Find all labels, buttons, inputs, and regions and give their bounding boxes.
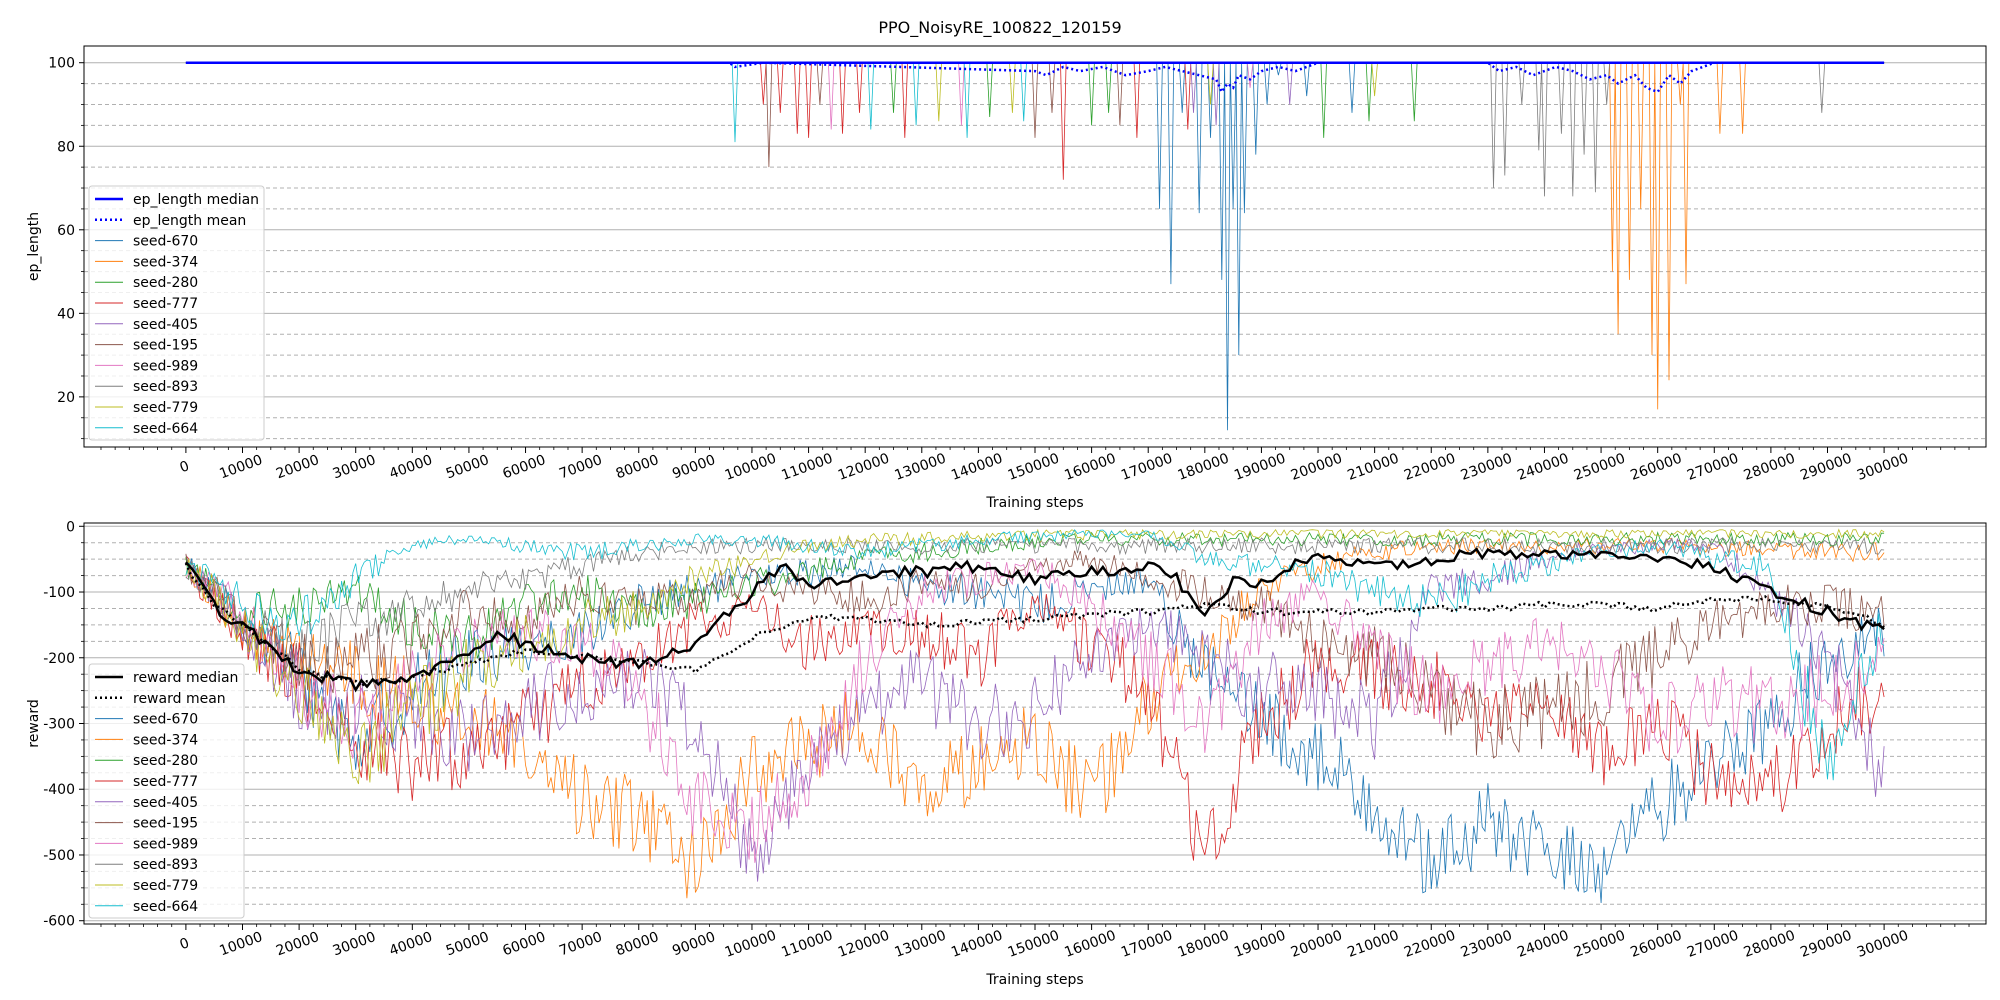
mean-line bbox=[185, 61, 1885, 95]
series-line-seed-893 bbox=[185, 62, 1885, 197]
legend-label: seed-280 bbox=[133, 753, 198, 769]
legend-label: ep_length mean bbox=[133, 213, 246, 229]
legend-label: reward median bbox=[133, 670, 238, 686]
axes-frame bbox=[83, 522, 1987, 925]
y-tick-label: -400 bbox=[43, 782, 75, 798]
legend: reward median reward mean seed-670 seed-374… bbox=[88, 663, 245, 919]
series-line-seed-664 bbox=[185, 529, 1885, 781]
series-line-seed-405 bbox=[185, 62, 1885, 126]
y-tick-label: 20 bbox=[57, 390, 75, 406]
legend-label: seed-670 bbox=[133, 712, 198, 728]
y-tick-label: 40 bbox=[57, 306, 75, 322]
legend-label: seed-195 bbox=[133, 338, 198, 354]
series-line-seed-893 bbox=[185, 536, 1885, 681]
median-line bbox=[184, 547, 1885, 693]
legend-label: seed-664 bbox=[133, 899, 198, 915]
y-tick-label: -100 bbox=[43, 585, 75, 601]
series-line-seed-670 bbox=[185, 554, 1885, 904]
legend-label: seed-664 bbox=[133, 421, 198, 437]
series-line-seed-989 bbox=[185, 558, 1885, 863]
legend-label: seed-779 bbox=[133, 400, 198, 416]
plot-area bbox=[184, 528, 1885, 904]
y-tick-label: 100 bbox=[48, 56, 75, 72]
legend-label: seed-374 bbox=[133, 254, 198, 270]
legend-box bbox=[88, 185, 265, 441]
series-line-seed-779 bbox=[185, 528, 1885, 785]
y-axis-label: ep_length bbox=[26, 212, 42, 281]
legend-label: seed-195 bbox=[133, 816, 198, 832]
legend-label: seed-893 bbox=[133, 379, 198, 395]
mean-line bbox=[184, 562, 1885, 689]
plot-area bbox=[185, 61, 1885, 431]
series-line-seed-405 bbox=[185, 537, 1885, 882]
legend-label: seed-670 bbox=[133, 234, 198, 250]
series-line-seed-280 bbox=[185, 531, 1885, 663]
y-tick-label: 60 bbox=[57, 223, 75, 239]
figure-title: PPO_NoisyRE_100822_120159 bbox=[878, 18, 1121, 38]
legend: ep_length median ep_length mean seed-670 se… bbox=[88, 185, 265, 441]
legend-label: seed-405 bbox=[133, 795, 198, 811]
x-axis-label: Training steps bbox=[985, 972, 1083, 988]
x-axis-label: Training steps bbox=[985, 495, 1083, 511]
legend-label: seed-989 bbox=[133, 836, 198, 852]
legend-label: seed-374 bbox=[133, 732, 198, 748]
legend-label: seed-779 bbox=[133, 878, 198, 894]
series-line-seed-777 bbox=[185, 555, 1885, 861]
legend-label: seed-989 bbox=[133, 358, 198, 374]
y-tick-label: -200 bbox=[43, 651, 75, 667]
y-tick-label: -300 bbox=[43, 717, 75, 733]
legend-label: seed-777 bbox=[133, 774, 198, 790]
series-line-seed-664 bbox=[185, 62, 1885, 143]
y-tick-label: 0 bbox=[66, 519, 75, 535]
legend-box bbox=[88, 663, 245, 919]
y-tick-label: 80 bbox=[57, 139, 75, 155]
y-axis-label: reward bbox=[26, 699, 42, 748]
series-line-seed-195 bbox=[185, 62, 1885, 168]
legend-label: seed-280 bbox=[133, 275, 198, 291]
legend-label: seed-405 bbox=[133, 317, 198, 333]
y-tick-label: -600 bbox=[43, 914, 75, 930]
series-line-seed-195 bbox=[185, 550, 1885, 759]
axes-frame bbox=[83, 45, 1987, 448]
legend-label: reward mean bbox=[133, 691, 226, 707]
legend-label: seed-893 bbox=[133, 857, 198, 873]
y-tick-label: -500 bbox=[43, 848, 75, 864]
legend-label: seed-777 bbox=[133, 296, 198, 312]
legend-label: ep_length median bbox=[133, 192, 259, 208]
